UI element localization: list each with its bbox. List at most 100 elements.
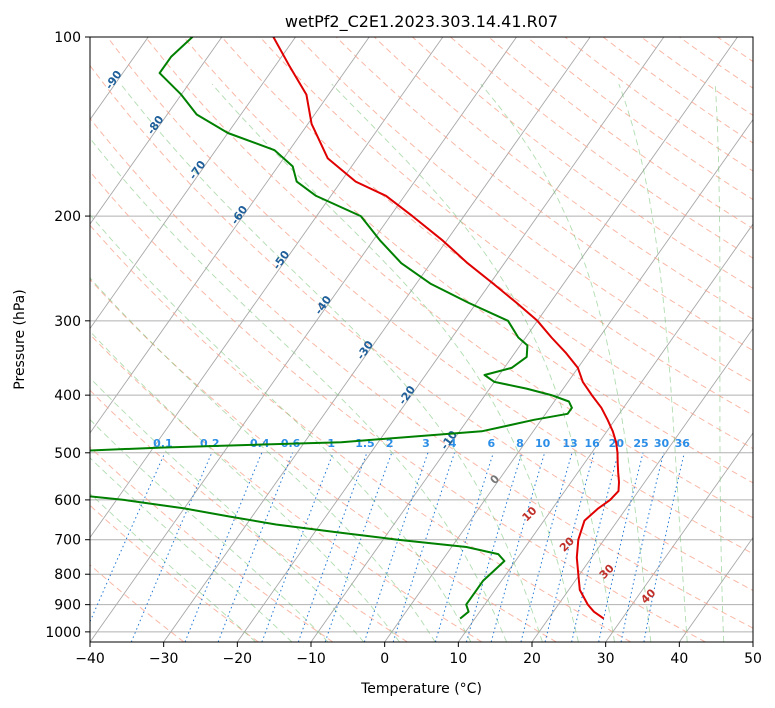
moist-adiabat	[90, 137, 508, 642]
isotherm-line	[90, 37, 444, 539]
isotherm-line	[236, 37, 665, 642]
dry-adiabat	[564, 37, 753, 172]
dry-adiabat	[488, 37, 753, 230]
dry-adiabat	[90, 170, 706, 642]
x-tick-label: −30	[149, 651, 179, 667]
plot-frame	[89, 36, 754, 643]
y-axis-label: Pressure (hPa)	[12, 289, 28, 389]
isotherm-label: -60	[228, 203, 250, 227]
x-tick-label: 30	[597, 651, 615, 667]
dry-adiabat	[90, 333, 483, 642]
dry-adiabat	[90, 504, 259, 642]
moist-adiabat	[90, 492, 257, 642]
moist-adiabat	[90, 214, 472, 642]
dry-adiabat	[756, 37, 775, 642]
y-tick-label: 100	[54, 30, 81, 46]
isotherm-line	[163, 37, 591, 642]
mixing-ratio-label: 3	[422, 437, 430, 450]
moist-adiabat-label: 10	[520, 504, 540, 524]
dry-adiabat	[183, 37, 753, 484]
isotherm-line	[605, 432, 753, 642]
y-tick-label: 900	[54, 598, 81, 614]
mixing-ratio-label: 2	[386, 437, 394, 450]
isotherm-line	[678, 536, 753, 642]
mixing-ratio-label: 4	[449, 437, 457, 450]
x-tick-label: 20	[523, 651, 541, 667]
mixing-ratio-line	[392, 452, 455, 642]
mixing-ratio-line	[643, 452, 685, 642]
moist-adiabat	[618, 83, 688, 642]
moist-adiabat	[714, 84, 725, 642]
mixing-ratio-label: 30	[654, 437, 670, 450]
y-tick-label: 1000	[45, 625, 81, 641]
mixing-ratio-label: 0.4	[250, 437, 270, 450]
isotherm-line	[90, 37, 296, 330]
dry-adiabat	[335, 37, 753, 352]
isotherm-label: -20	[396, 383, 418, 407]
moist-adiabat	[480, 83, 652, 642]
isotherm-line	[90, 37, 517, 642]
dry-adiabat	[221, 37, 753, 450]
moist-adiabat-label: 20	[557, 534, 577, 554]
dry-adiabat	[259, 37, 753, 416]
isotherm-line	[531, 327, 753, 642]
moist-adiabat	[120, 83, 543, 642]
moist-adiabat-label: 40	[638, 586, 658, 606]
dry-adiabat	[145, 37, 753, 519]
x-axis-label: Temperature (°C)	[360, 681, 482, 697]
dry-adiabat	[90, 64, 753, 591]
isotherm-label: -10	[438, 428, 460, 452]
isotherm-line	[0, 37, 1, 642]
moist-adiabat	[211, 83, 579, 642]
mixing-ratio-line	[363, 452, 429, 642]
y-tick-label: 600	[54, 493, 81, 509]
x-tick-label: −20	[223, 651, 253, 667]
y-axis: 100 200 300 400 500 600 700 800 900 1000	[45, 30, 90, 641]
mixing-ratio-line	[184, 452, 263, 642]
mixing-ratio-line	[297, 452, 368, 642]
dry-adiabat	[90, 224, 632, 642]
x-tick-label: 0	[380, 651, 389, 667]
y-tick-label: 300	[54, 314, 81, 330]
series-layer	[90, 37, 620, 620]
isotherm-label: -80	[144, 113, 166, 137]
mixing-ratio-label: 10	[535, 437, 551, 450]
y-tick-label: 700	[54, 533, 81, 549]
mixing-ratio-label: 16	[584, 437, 600, 450]
y-tick-label: 500	[54, 446, 81, 462]
mixing-ratio-line	[598, 452, 644, 642]
mixing-ratio-label: 13	[562, 437, 577, 450]
mixing-ratio-label: 1.5	[355, 437, 375, 450]
moist-adiabat	[90, 330, 400, 642]
dry-adiabat	[297, 37, 753, 384]
moist-adiabat-label: 30	[597, 562, 617, 582]
plot-area: 0.1 0.2 0.4 0.6 1 1.5 2 3 4 6 8 10 13 16 20 25 30 36-100-…	[0, 37, 775, 642]
dry-adiabat	[602, 37, 753, 144]
isotherm-line	[310, 37, 738, 642]
mixing-ratio-label: 25	[633, 437, 648, 450]
temperature-profile	[272, 37, 620, 620]
mixing-ratio-line	[434, 452, 494, 642]
mixing-ratio-line	[324, 452, 393, 642]
mixing-ratio-line	[620, 452, 664, 642]
isotherm-line	[90, 37, 370, 434]
chart-title: wetPf2_C2E1.2023.303.14.41.R07	[285, 12, 558, 32]
y-tick-label: 400	[54, 388, 81, 404]
mixing-ratio-label: 0.2	[200, 437, 220, 450]
reference-lines	[90, 37, 775, 642]
moist-adiabat	[90, 457, 293, 642]
dry-adiabat	[641, 37, 753, 116]
dry-adiabat	[679, 37, 753, 89]
isotherm-label: -30	[354, 338, 376, 362]
dry-adiabat	[90, 278, 557, 642]
isotherm-line	[457, 223, 753, 642]
dry-adiabat	[717, 37, 753, 63]
x-tick-label: 10	[449, 651, 467, 667]
mixing-ratio-line	[90, 452, 166, 623]
mixing-ratio-line	[130, 452, 213, 642]
isotherm-line	[384, 118, 753, 642]
mixing-ratio-label: 36	[675, 437, 691, 450]
dry-adiabat	[90, 389, 408, 642]
x-tick-label: −10	[296, 651, 326, 667]
